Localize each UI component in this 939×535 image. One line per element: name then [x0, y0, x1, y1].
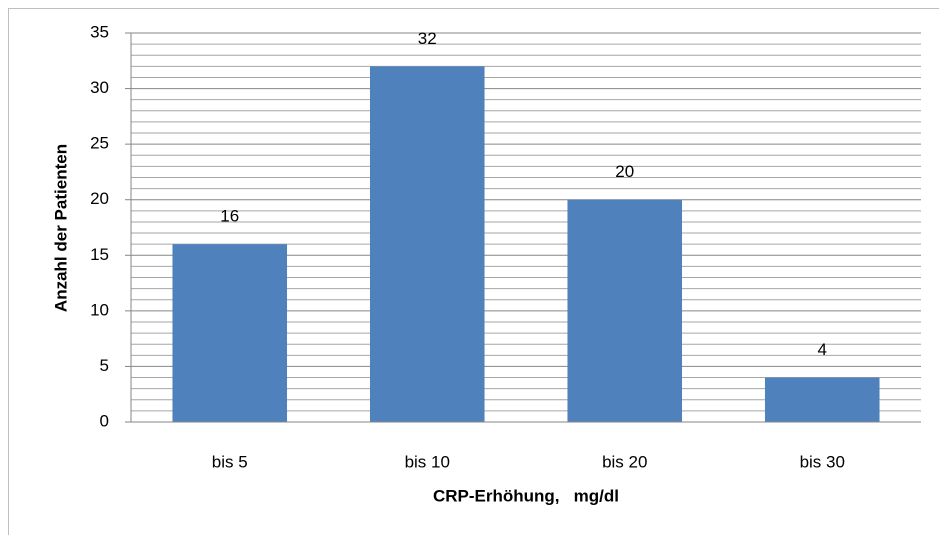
- y-axis-title: Anzahl der Patienten: [51, 144, 70, 312]
- x-tick-label: bis 10: [405, 452, 450, 471]
- bar: [567, 199, 683, 422]
- data-label: 4: [818, 340, 827, 359]
- x-tick-label: bis 20: [602, 452, 647, 471]
- y-tick-label: 15: [90, 245, 109, 264]
- y-tick-label: 25: [90, 134, 109, 153]
- x-tick-label: bis 5: [212, 452, 248, 471]
- y-tick-label: 20: [90, 189, 109, 208]
- bar: [764, 377, 880, 422]
- y-tick-label: 5: [100, 356, 109, 375]
- y-tick-label: 30: [90, 78, 109, 97]
- y-tick-label: 10: [90, 300, 109, 319]
- y-tick-label: 0: [100, 411, 109, 430]
- data-label: 20: [615, 162, 634, 181]
- chart-frame: [8, 8, 939, 535]
- x-axis-title: CRP-Erhöhung, mg/dl: [433, 486, 619, 505]
- data-label: 16: [220, 207, 239, 226]
- bar: [369, 66, 485, 422]
- x-tick-label: bis 30: [800, 452, 845, 471]
- bar: [172, 244, 288, 422]
- y-tick-label: 35: [90, 22, 109, 41]
- data-label: 32: [418, 29, 437, 48]
